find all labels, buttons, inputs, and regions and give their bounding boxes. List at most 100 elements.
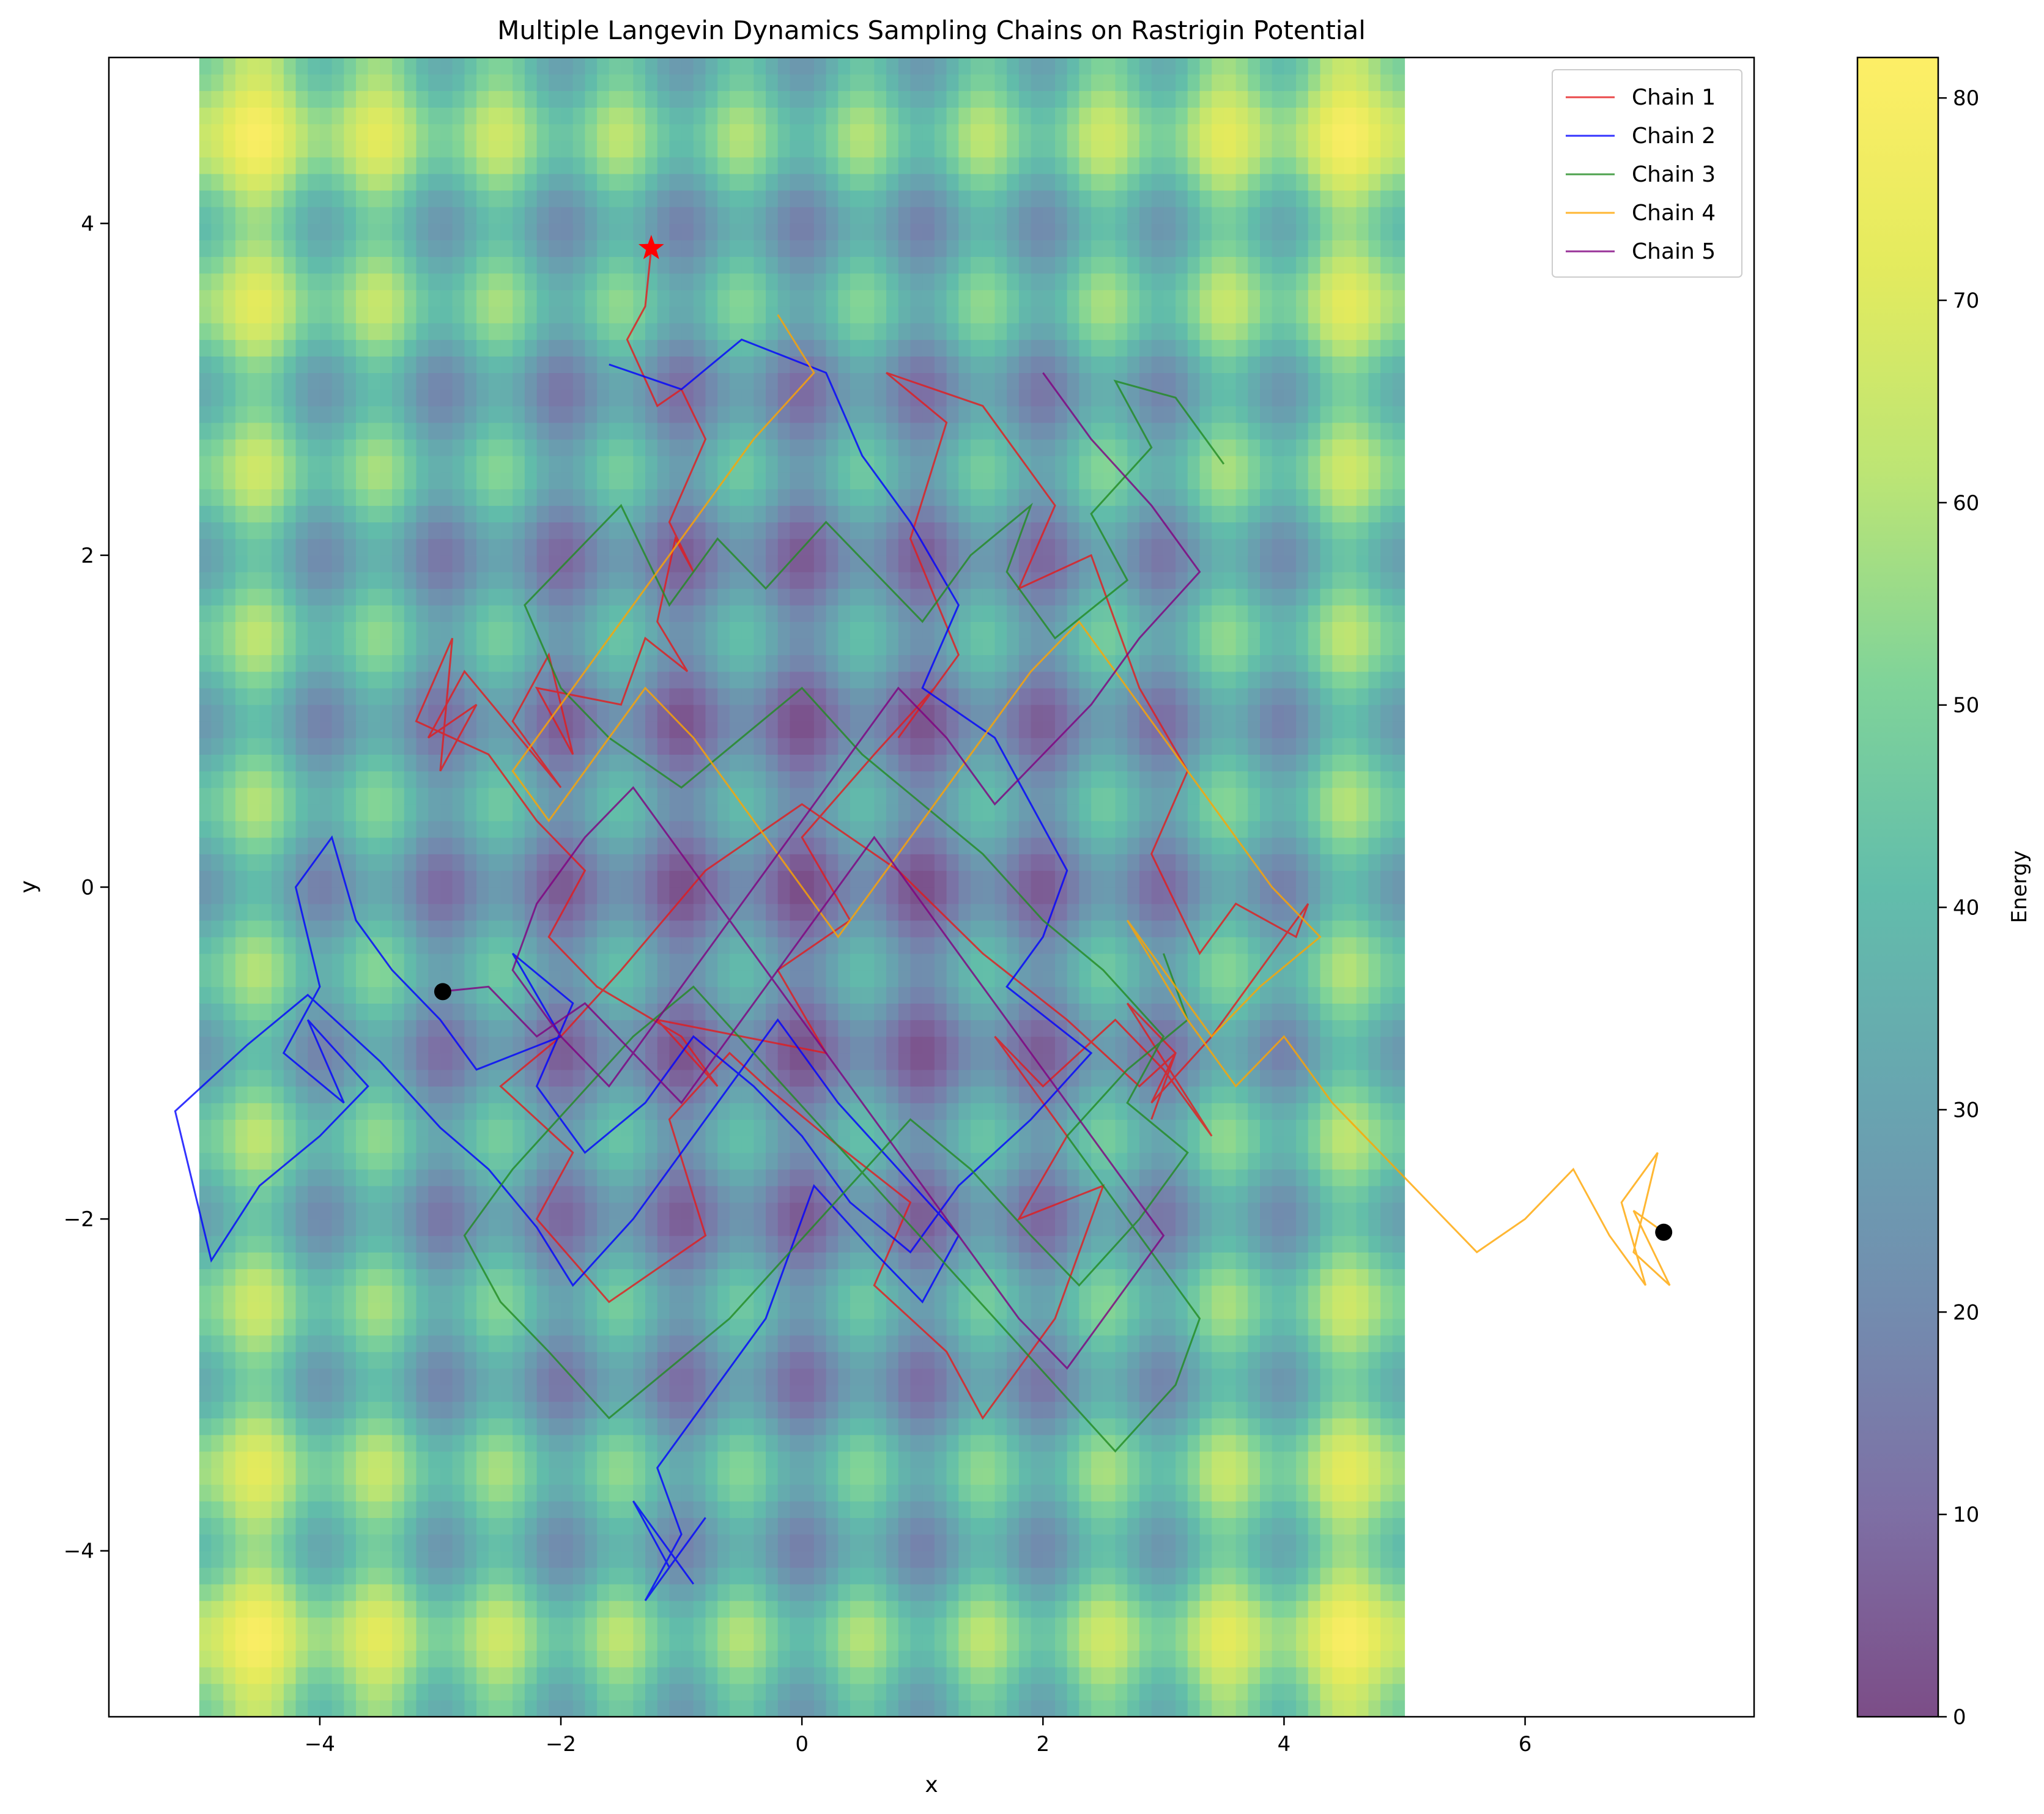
- heatmap-cell: [536, 1667, 549, 1684]
- heatmap-cell: [199, 190, 212, 207]
- heatmap-cell: [392, 223, 405, 240]
- heatmap-cell: [705, 787, 718, 805]
- heatmap-cell: [513, 273, 525, 291]
- heatmap-cell: [476, 621, 489, 639]
- heatmap-cell: [247, 173, 260, 191]
- heatmap-cell: [524, 439, 538, 456]
- heatmap-cell: [283, 1534, 297, 1552]
- heatmap-cell: [283, 1185, 297, 1203]
- heatmap-cell: [392, 289, 405, 307]
- heatmap-cell: [319, 1069, 333, 1087]
- heatmap-cell: [488, 538, 502, 556]
- heatmap-cell: [500, 1418, 513, 1435]
- heatmap-cell: [308, 920, 320, 938]
- heatmap-cell: [633, 74, 646, 91]
- heatmap-cell: [657, 1683, 670, 1701]
- heatmap-cell: [790, 1501, 802, 1518]
- heatmap-cell: [585, 588, 598, 605]
- heatmap-cell: [440, 107, 453, 125]
- heatmap-cell: [549, 1202, 561, 1220]
- heatmap-cell: [645, 1617, 658, 1634]
- heatmap-cell: [524, 489, 538, 506]
- heatmap-cell: [609, 1634, 622, 1651]
- heatmap-cell: [452, 1086, 465, 1103]
- heatmap-cell: [440, 1069, 453, 1087]
- heatmap-cell: [524, 1517, 538, 1535]
- heatmap-cell: [392, 987, 405, 1004]
- heatmap-cell: [729, 505, 742, 523]
- heatmap-cell: [669, 240, 682, 257]
- heatmap-cell: [693, 671, 706, 689]
- heatmap-cell: [368, 223, 380, 240]
- heatmap-cell: [609, 936, 622, 954]
- heatmap-cell: [657, 240, 670, 257]
- heatmap-cell: [356, 323, 369, 340]
- heatmap-cell: [392, 1418, 405, 1435]
- heatmap-cell: [621, 572, 634, 589]
- heatmap-cell: [561, 1617, 574, 1634]
- heatmap-cell: [717, 572, 730, 589]
- heatmap-cell: [331, 1020, 344, 1037]
- heatmap-cell: [416, 787, 429, 805]
- heatmap-cell: [308, 1119, 320, 1136]
- heatmap-cell: [741, 1534, 754, 1552]
- heatmap-cell: [428, 74, 441, 91]
- heatmap-cell: [380, 207, 393, 224]
- heatmap-cell: [536, 1567, 549, 1585]
- heatmap-cell: [319, 190, 333, 207]
- heatmap-cell: [295, 1335, 308, 1352]
- heatmap-cell: [308, 489, 320, 506]
- heatmap-cell: [681, 687, 694, 705]
- heatmap-cell: [368, 837, 380, 854]
- heatmap-cell: [609, 771, 622, 788]
- heatmap-cell: [597, 605, 610, 622]
- heatmap-cell: [476, 1086, 489, 1103]
- heatmap-cell: [404, 1136, 417, 1153]
- heatmap-cell: [247, 1683, 260, 1701]
- heatmap-cell: [561, 572, 574, 589]
- heatmap-cell: [331, 903, 344, 921]
- heatmap-cell: [585, 1152, 598, 1170]
- heatmap-cell: [513, 1468, 525, 1485]
- heatmap-cell: [633, 887, 646, 905]
- heatmap-cell: [766, 804, 779, 821]
- heatmap-cell: [488, 1550, 502, 1568]
- heatmap-cell: [681, 289, 694, 307]
- heatmap-cell: [657, 1318, 670, 1336]
- heatmap-cell: [272, 1219, 284, 1236]
- heatmap-cell: [344, 1119, 357, 1136]
- heatmap-cell: [380, 687, 393, 705]
- heatmap-cell: [729, 987, 742, 1004]
- heatmap-cell: [392, 1235, 405, 1253]
- heatmap-cell: [585, 1468, 598, 1485]
- heatmap-cell: [259, 638, 272, 656]
- heatmap-cell: [645, 1318, 658, 1336]
- heatmap-cell: [777, 1235, 790, 1253]
- heatmap-cell: [705, 1501, 718, 1518]
- heatmap-cell: [609, 1617, 622, 1634]
- heatmap-cell: [609, 124, 622, 141]
- heatmap-cell: [766, 1534, 779, 1552]
- heatmap-cell: [790, 223, 802, 240]
- heatmap-cell: [308, 356, 320, 373]
- heatmap-cell: [717, 1650, 730, 1668]
- heatmap-cell: [392, 1103, 405, 1120]
- heatmap-cell: [717, 91, 730, 108]
- heatmap-cell: [536, 356, 549, 373]
- heatmap-cell: [247, 240, 260, 257]
- heatmap-cell: [585, 1584, 598, 1601]
- heatmap-cell: [380, 1003, 393, 1021]
- heatmap-cell: [561, 91, 574, 108]
- heatmap-cell: [669, 1700, 682, 1717]
- heatmap-cell: [308, 887, 320, 905]
- heatmap-cell: [235, 705, 248, 722]
- heatmap-cell: [368, 74, 380, 91]
- heatmap-cell: [572, 1484, 585, 1501]
- heatmap-cell: [259, 1683, 272, 1701]
- heatmap-cell: [597, 422, 610, 440]
- heatmap-cell: [199, 1301, 212, 1319]
- heatmap-cell: [344, 987, 357, 1004]
- heatmap-cell: [295, 953, 308, 971]
- heatmap-cell: [597, 74, 610, 91]
- heatmap-cell: [380, 787, 393, 805]
